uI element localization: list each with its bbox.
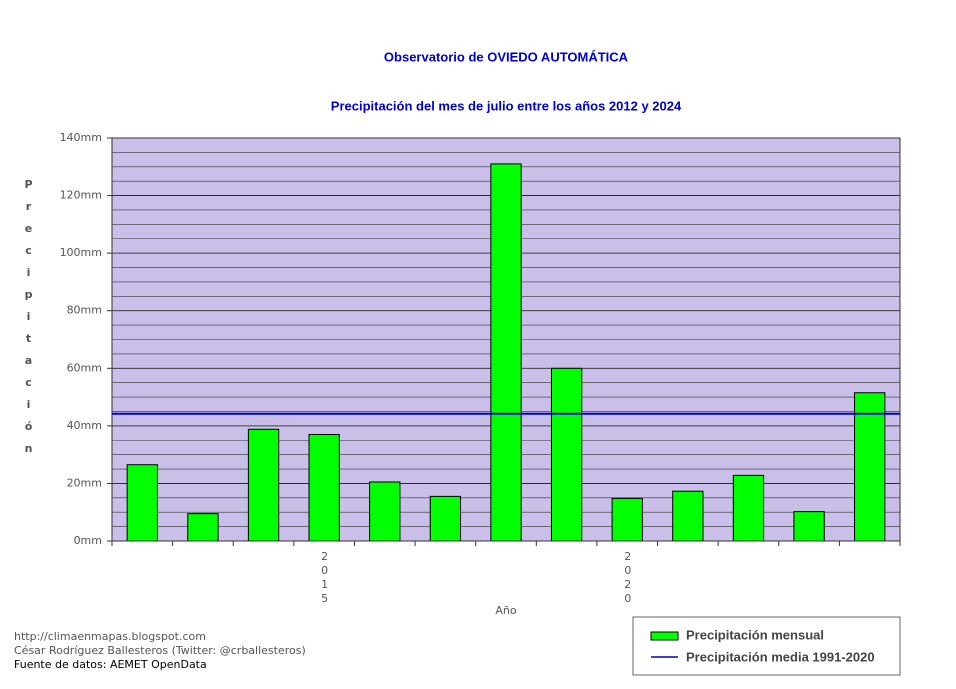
y-axis-label: Precipitación <box>22 178 35 464</box>
bar <box>854 392 886 542</box>
bar <box>550 367 583 542</box>
bar <box>369 481 401 542</box>
bar <box>308 433 340 542</box>
legend-box <box>632 616 901 676</box>
bar <box>672 490 704 542</box>
y-tick-label: 140mm <box>60 131 102 144</box>
x-tick-label: 2020 <box>621 550 635 606</box>
bar <box>732 474 765 542</box>
plot-border <box>111 137 901 542</box>
footer-line: Fuente de datos: AEMET OpenData <box>14 658 207 671</box>
bar <box>187 513 219 542</box>
y-tick-label: 40mm <box>67 419 102 432</box>
chart-subtitle: Precipitación del mes de julio entre los… <box>331 98 682 113</box>
x-axis-label: Año <box>495 604 516 617</box>
bar <box>247 428 280 542</box>
y-tick-label: 20mm <box>67 476 102 489</box>
y-tick-label: 120mm <box>60 189 102 202</box>
legend-label: Precipitación media 1991-2020 <box>686 649 875 664</box>
footer-line: http://climaenmapas.blogspot.com <box>14 630 206 643</box>
bar <box>126 464 158 542</box>
legend-swatch <box>650 631 679 641</box>
legend-label: Precipitación mensual <box>686 627 824 642</box>
bar <box>429 495 462 542</box>
y-tick-label: 0mm <box>74 534 102 547</box>
y-tick-label: 80mm <box>67 304 102 317</box>
chart-title: Observatorio de OVIEDO AUTOMÁTICA <box>384 49 629 64</box>
bar <box>611 497 643 542</box>
x-tick-label: 2015 <box>318 550 332 606</box>
y-tick-label: 100mm <box>60 246 102 259</box>
bar <box>793 511 825 542</box>
bar <box>490 163 522 542</box>
footer-line: César Rodríguez Ballesteros (Twitter: @c… <box>14 644 306 657</box>
y-tick-label: 60mm <box>67 361 102 374</box>
